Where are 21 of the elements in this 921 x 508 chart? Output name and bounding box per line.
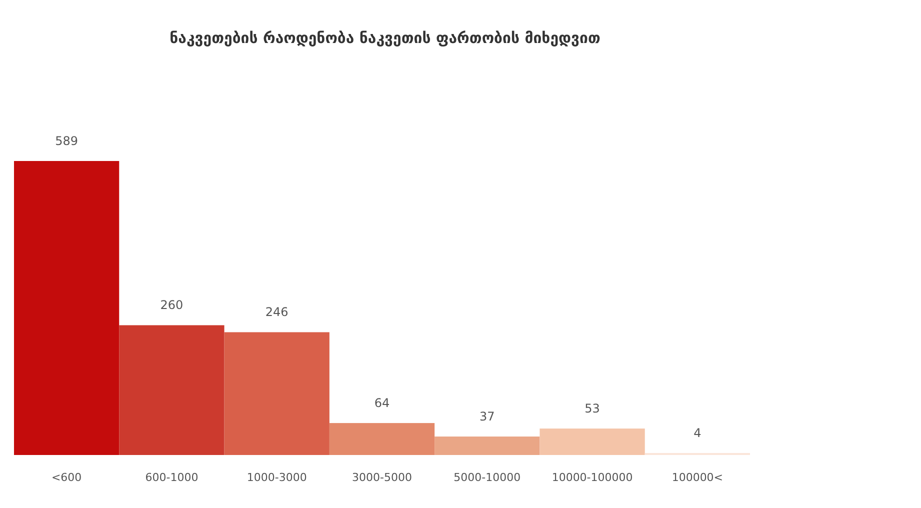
- x-tick-label: <600: [51, 470, 82, 484]
- x-tick-label: 10000-100000: [552, 470, 633, 484]
- data-label: 53: [584, 402, 600, 416]
- data-label: 37: [480, 410, 495, 424]
- x-tick-label: 600-1000: [145, 470, 198, 484]
- x-tick-label: 3000-5000: [352, 470, 412, 484]
- bar: [540, 428, 645, 455]
- bar: [119, 325, 224, 455]
- data-label: 64: [374, 396, 390, 410]
- bar: [329, 423, 435, 455]
- x-tick-label: 5000-10000: [454, 470, 521, 484]
- bar: [14, 161, 120, 455]
- bar: [434, 436, 540, 455]
- chart-title: ნაკვეთების რაოდენობა ნაკვეთის ფართობის მიხედვით: [170, 29, 600, 47]
- data-label: 4: [694, 426, 702, 440]
- x-tick-label: 1000-3000: [246, 470, 307, 484]
- bar: [224, 332, 330, 455]
- data-label: 260: [160, 298, 184, 312]
- x-tick-label: 100000<: [672, 470, 724, 484]
- data-label: 589: [55, 134, 78, 148]
- data-label: 246: [265, 305, 288, 320]
